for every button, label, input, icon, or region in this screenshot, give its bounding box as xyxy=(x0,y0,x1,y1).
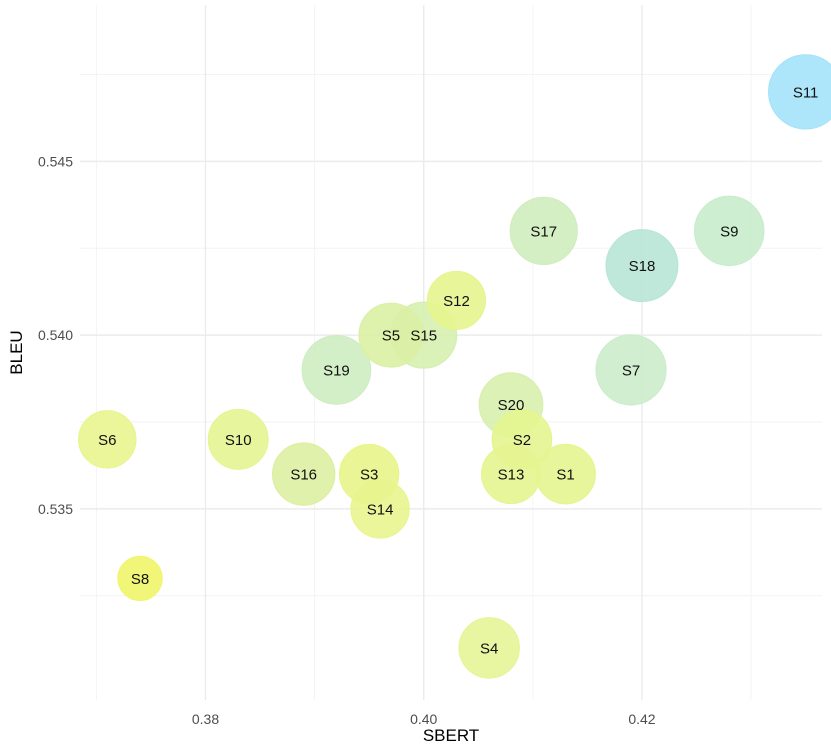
point-label-s15: S15 xyxy=(410,328,437,345)
x-axis-title: SBERT xyxy=(423,726,479,745)
point-s17 xyxy=(509,196,578,265)
point-label-s2: S2 xyxy=(513,432,531,449)
point-label-s9: S9 xyxy=(720,223,738,240)
point-label-s12: S12 xyxy=(443,293,470,310)
point-s19 xyxy=(301,335,372,405)
point-label-s16: S16 xyxy=(290,467,317,484)
point-s9 xyxy=(694,195,765,267)
point-labels: S1 S2 S3 S4 S5 S6 S7 S8 S9 S10 S11 S12 S13 S14 S15 S16 S… xyxy=(98,84,818,657)
x-tick-label: 0.42 xyxy=(628,711,655,727)
point-label-s10: S10 xyxy=(225,432,252,449)
point-label-s8: S8 xyxy=(131,571,149,588)
point-label-s14: S14 xyxy=(367,501,394,518)
point-label-s13: S13 xyxy=(498,467,525,484)
point-label-s20: S20 xyxy=(498,397,525,414)
point-label-s1: S1 xyxy=(556,467,574,484)
point-label-s4: S4 xyxy=(480,640,498,657)
point-s16 xyxy=(272,442,336,506)
point-label-s18: S18 xyxy=(629,258,656,275)
point-label-s17: S17 xyxy=(530,223,557,240)
y-tick-label: 0.540 xyxy=(38,327,73,343)
point-label-s3: S3 xyxy=(360,467,378,484)
point-label-s7: S7 xyxy=(622,362,640,379)
y-tick-label: 0.535 xyxy=(38,501,73,517)
point-s13 xyxy=(481,444,542,505)
point-label-s11: S11 xyxy=(793,84,819,101)
y-axis-title: BLEU xyxy=(7,330,26,374)
x-tick-label: 0.40 xyxy=(410,711,437,727)
point-s6 xyxy=(78,410,137,469)
point-s12 xyxy=(426,270,487,330)
tick-labels: 0.38 0.40 0.42 0.535 0.540 0.545 xyxy=(38,153,656,727)
point-s4 xyxy=(458,617,520,679)
point-s5 xyxy=(358,302,424,368)
point-s8 xyxy=(117,555,163,602)
x-tick-label: 0.38 xyxy=(192,711,219,727)
point-s7 xyxy=(595,334,667,406)
point-s14 xyxy=(350,479,410,539)
point-label-s19: S19 xyxy=(323,362,350,379)
point-label-s6: S6 xyxy=(98,432,116,449)
y-tick-label: 0.545 xyxy=(38,153,73,169)
point-label-s5: S5 xyxy=(382,328,400,345)
point-s11 xyxy=(768,54,831,130)
point-s18 xyxy=(605,229,679,303)
point-s10 xyxy=(207,408,269,470)
points xyxy=(78,54,831,679)
